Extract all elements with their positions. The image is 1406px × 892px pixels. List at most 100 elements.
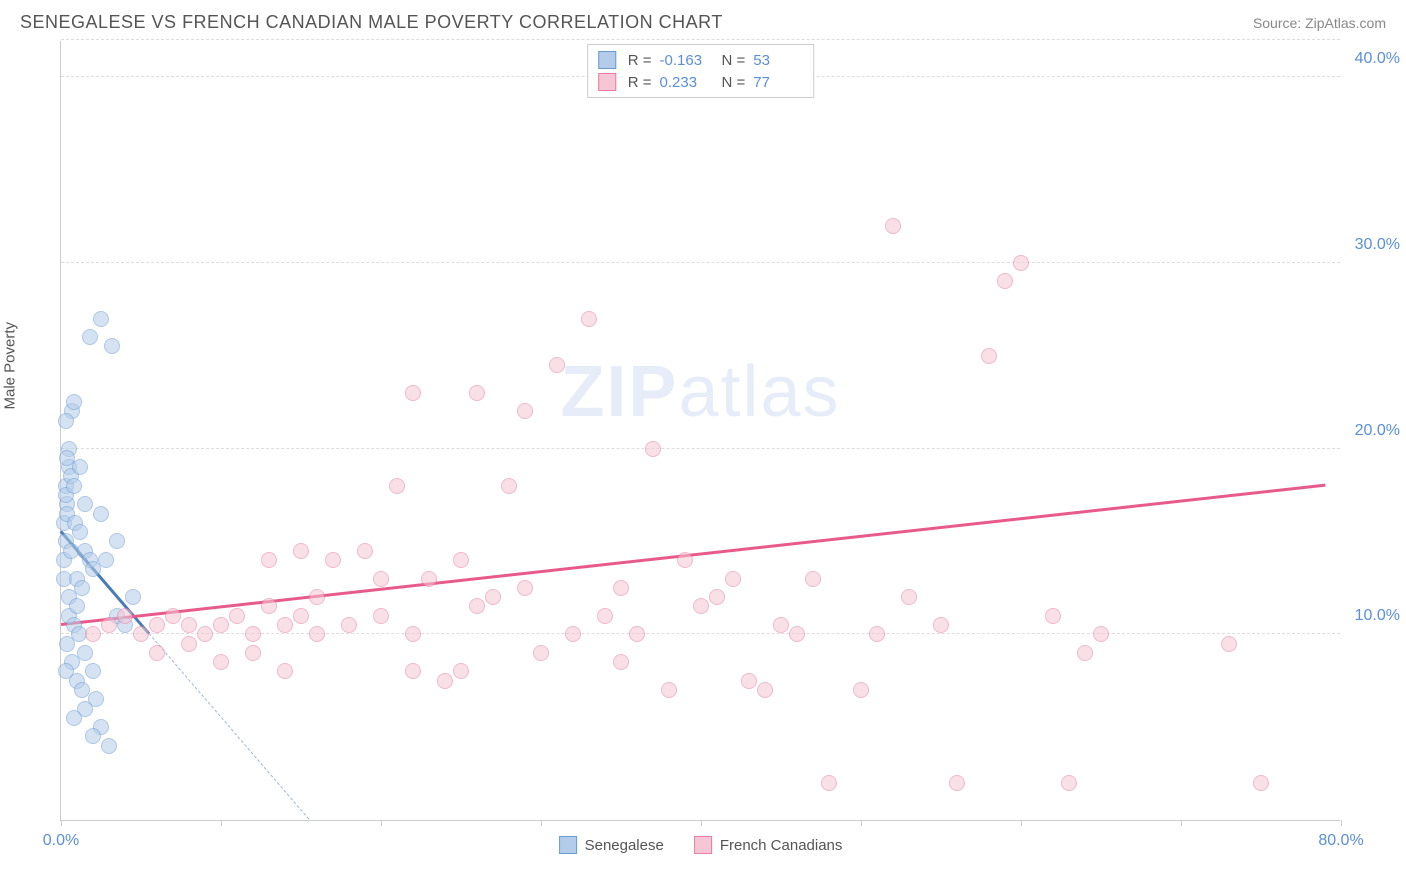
x-tick <box>541 820 542 826</box>
x-tick <box>61 820 62 826</box>
scatter-point <box>85 663 101 679</box>
stats-swatch <box>598 73 616 91</box>
scatter-point <box>74 682 90 698</box>
chart-title: SENEGALESE VS FRENCH CANADIAN MALE POVER… <box>20 12 723 33</box>
scatter-point <box>405 663 421 679</box>
legend: Senegalese French Canadians <box>559 836 843 854</box>
scatter-point <box>181 617 197 633</box>
scatter-point <box>1253 775 1269 791</box>
scatter-point <box>72 459 88 475</box>
scatter-point <box>66 394 82 410</box>
scatter-point <box>1077 645 1093 661</box>
scatter-point <box>421 571 437 587</box>
y-tick-label: 40.0% <box>1355 50 1400 68</box>
scatter-point <box>149 617 165 633</box>
stats-n-label: N = <box>722 52 746 69</box>
scatter-point <box>85 728 101 744</box>
x-tick <box>701 820 702 826</box>
scatter-point <box>213 654 229 670</box>
legend-swatch <box>559 836 577 854</box>
stats-r-label: R = <box>628 52 652 69</box>
scatter-point <box>93 506 109 522</box>
scatter-point <box>104 338 120 354</box>
y-axis-label: Male Poverty <box>2 322 19 410</box>
scatter-point <box>469 598 485 614</box>
scatter-point <box>277 617 293 633</box>
scatter-point <box>1093 626 1109 642</box>
scatter-point <box>645 441 661 457</box>
scatter-point <box>389 478 405 494</box>
scatter-point <box>293 543 309 559</box>
scatter-point <box>517 580 533 596</box>
scatter-point <box>93 311 109 327</box>
chart-header: SENEGALESE VS FRENCH CANADIAN MALE POVER… <box>0 0 1406 41</box>
scatter-point <box>245 645 261 661</box>
scatter-point <box>741 673 757 689</box>
scatter-point <box>805 571 821 587</box>
scatter-point <box>373 571 389 587</box>
x-tick <box>861 820 862 826</box>
scatter-point <box>693 598 709 614</box>
scatter-point <box>85 626 101 642</box>
scatter-point <box>341 617 357 633</box>
scatter-point <box>58 413 74 429</box>
legend-label: Senegalese <box>585 837 664 854</box>
stats-n-value: 53 <box>753 52 803 69</box>
scatter-point <box>885 218 901 234</box>
scatter-point <box>549 357 565 373</box>
scatter-point <box>933 617 949 633</box>
stats-n-value: 77 <box>753 74 803 91</box>
scatter-point <box>629 626 645 642</box>
plot-area: ZIPatlas 10.0%20.0%30.0%40.0%0.0%80.0%R … <box>60 41 1340 821</box>
scatter-point <box>1013 255 1029 271</box>
scatter-point <box>405 385 421 401</box>
chart-container: Male Poverty ZIPatlas 10.0%20.0%30.0%40.… <box>20 41 1386 821</box>
watermark: ZIPatlas <box>560 351 840 433</box>
scatter-point <box>773 617 789 633</box>
scatter-point <box>325 552 341 568</box>
scatter-point <box>517 403 533 419</box>
y-tick-label: 20.0% <box>1355 422 1400 440</box>
scatter-point <box>101 617 117 633</box>
scatter-point <box>757 682 773 698</box>
x-tick <box>221 820 222 826</box>
scatter-point <box>261 552 277 568</box>
x-tick-label: 0.0% <box>43 832 79 850</box>
scatter-point <box>869 626 885 642</box>
scatter-point <box>109 533 125 549</box>
scatter-point <box>533 645 549 661</box>
stats-r-label: R = <box>628 74 652 91</box>
scatter-point <box>133 626 149 642</box>
legend-item: French Canadians <box>694 836 843 854</box>
y-tick-label: 10.0% <box>1355 607 1400 625</box>
legend-label: French Canadians <box>720 837 843 854</box>
x-tick <box>1181 820 1182 826</box>
scatter-point <box>437 673 453 689</box>
scatter-point <box>66 710 82 726</box>
scatter-point <box>453 663 469 679</box>
scatter-point <box>661 682 677 698</box>
scatter-point <box>1061 775 1077 791</box>
scatter-point <box>501 478 517 494</box>
scatter-point <box>125 589 141 605</box>
x-tick <box>1341 820 1342 826</box>
scatter-point <box>453 552 469 568</box>
scatter-point <box>82 329 98 345</box>
scatter-point <box>565 626 581 642</box>
scatter-point <box>229 608 245 624</box>
scatter-point <box>373 608 389 624</box>
stats-row: R =-0.163N =53 <box>598 49 804 71</box>
scatter-point <box>789 626 805 642</box>
scatter-point <box>277 663 293 679</box>
scatter-point <box>853 682 869 698</box>
scatter-point <box>1221 636 1237 652</box>
scatter-point <box>677 552 693 568</box>
legend-swatch <box>694 836 712 854</box>
scatter-point <box>613 580 629 596</box>
x-tick <box>1021 820 1022 826</box>
stats-box: R =-0.163N =53R =0.233N =77 <box>587 44 815 98</box>
scatter-point <box>58 663 74 679</box>
scatter-point <box>981 348 997 364</box>
scatter-point <box>949 775 965 791</box>
scatter-point <box>293 608 309 624</box>
